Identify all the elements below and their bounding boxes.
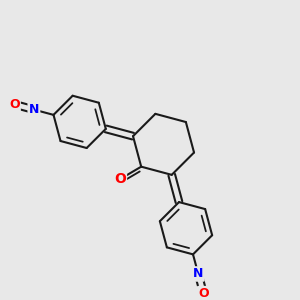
Text: N: N — [29, 103, 39, 116]
Text: N: N — [193, 268, 203, 281]
Text: O: O — [198, 287, 209, 300]
Text: O: O — [9, 98, 20, 111]
Text: O: O — [114, 172, 126, 186]
